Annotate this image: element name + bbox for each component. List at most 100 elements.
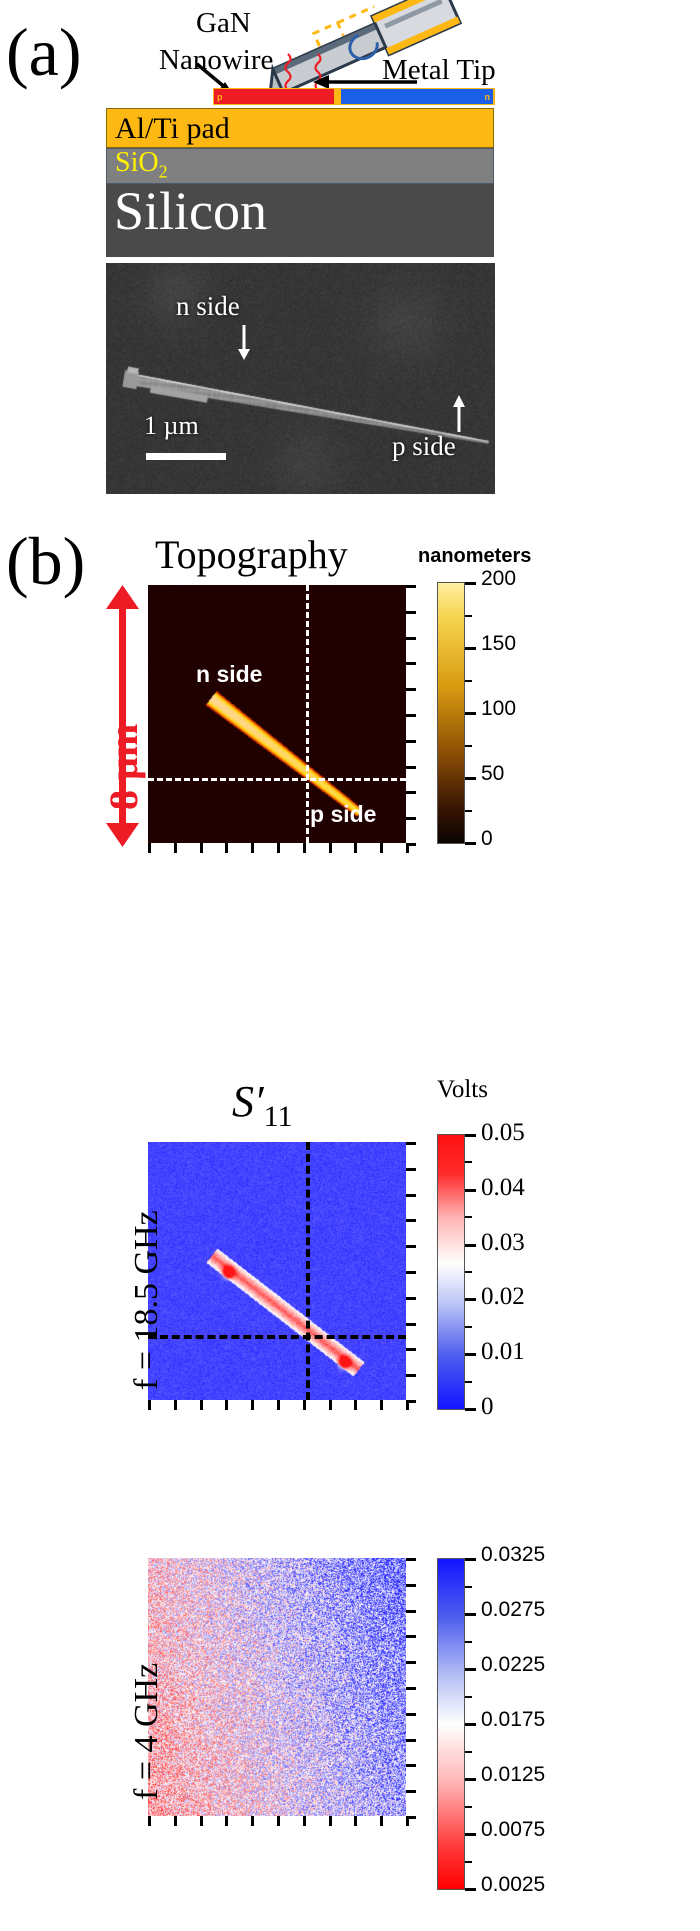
colorbar-minor-tick: [465, 809, 472, 812]
contact-spark-icon: [284, 53, 322, 91]
colorbar-minor-tick: [465, 614, 472, 617]
label-nanowire: Nanowire: [159, 44, 274, 76]
colorbar-tick: [465, 777, 476, 780]
sem-image: n side p side 1 µm: [106, 263, 495, 494]
topography-title: Topography: [155, 532, 348, 577]
nanowire-p-mark: p: [217, 92, 223, 102]
colorbar-tick: [465, 1778, 476, 1781]
colorbar-tick: [465, 1723, 476, 1726]
colorbar-tick-label: 0.03: [481, 1228, 525, 1256]
colorbar-tick-label: 0.0325: [481, 1543, 546, 1566]
colorbar-minor-tick: [465, 1750, 472, 1753]
s11-18ghz-ylabel: f = 18.5 GHz: [128, 1210, 165, 1390]
s11-title-subscript: 11: [263, 1099, 293, 1133]
colorbar-tick: [465, 1188, 476, 1192]
s11-18ghz-colorbar: [437, 1134, 465, 1410]
colorbar-tick-label: 150: [481, 632, 517, 655]
s11-4ghz-ylabel: f = 4 GHz: [128, 1662, 165, 1800]
colorbar-minor-tick: [465, 1640, 472, 1643]
colorbar-minor-tick: [465, 744, 472, 747]
colorbar-minor-tick: [465, 1271, 472, 1273]
metal-tip-arrow-icon: [313, 75, 417, 89]
colorbar-tick: [465, 1353, 476, 1357]
s11-18ghz-crosshair-horizontal: [148, 1335, 406, 1339]
topography-map: n side p side: [148, 585, 406, 843]
colorbar-tick-label: 0.0075: [481, 1818, 546, 1841]
colorbar-tick-label: 0: [481, 1393, 494, 1420]
colorbar-tick: [465, 1833, 476, 1836]
label-gan: GaN: [196, 7, 251, 39]
topography-n-side-label: n side: [196, 661, 263, 687]
layer-sio2-label: SiO2: [115, 147, 168, 183]
topography-colorbar-title: nanometers: [418, 545, 532, 567]
nanowire-n-mark: n: [484, 92, 491, 102]
colorbar-tick: [465, 1408, 476, 1411]
colorbar-tick: [465, 1298, 476, 1302]
colorbar-tick-label: 0.0025: [481, 1873, 546, 1896]
s11-title-prime: ′: [254, 1077, 264, 1126]
colorbar-tick-label: 0.05: [481, 1119, 525, 1146]
colorbar-tick-label: 200: [481, 567, 517, 590]
colorbar-minor-tick: [465, 1585, 472, 1588]
nanowire-bar: p n: [213, 88, 495, 105]
colorbar-minor-tick: [465, 1860, 472, 1863]
colorbar-tick-label: 0.04: [481, 1173, 525, 1201]
sem-p-side-arrow-icon: [453, 395, 465, 432]
topography-p-side-label: p side: [310, 801, 377, 827]
colorbar-tick-label: 0.0275: [481, 1598, 546, 1621]
layer-sio2-label-text: SiO: [115, 147, 159, 178]
layer-silicon: Silicon: [106, 181, 494, 257]
colorbar-tick-label: 100: [481, 697, 517, 720]
colorbar-minor-tick: [465, 1805, 472, 1808]
layer-sio2: SiO2: [106, 147, 494, 184]
s11-4ghz-colorbar: [437, 1558, 465, 1890]
colorbar-minor-tick: [465, 1695, 472, 1698]
colorbar-tick: [465, 1613, 476, 1616]
colorbar-minor-tick: [465, 1380, 472, 1383]
layer-al-ti-pad-label: Al/Ti pad: [115, 112, 230, 145]
scan-size-label: 8 µm: [101, 723, 146, 810]
topography-colorbar: [437, 582, 465, 844]
s11-18ghz-map: [148, 1142, 406, 1400]
colorbar-tick: [465, 1134, 476, 1137]
colorbar-minor-tick: [465, 679, 472, 682]
layer-al-ti-pad: Al/Ti pad: [106, 108, 494, 148]
s11-18ghz-crosshair-vertical: [306, 1142, 310, 1400]
colorbar-tick-label: 0.01: [481, 1338, 525, 1366]
layer-silicon-label: Silicon: [114, 181, 268, 241]
s11-4ghz-map: [148, 1558, 406, 1816]
s11-colorbar-title: Volts: [437, 1076, 488, 1103]
colorbar-minor-tick: [465, 1325, 472, 1328]
colorbar-tick: [465, 1668, 476, 1671]
colorbar-tick: [465, 647, 476, 650]
nanowire-p-region: p: [214, 89, 334, 104]
topography-crosshair-horizontal: [148, 778, 406, 781]
colorbar-tick: [465, 1243, 476, 1247]
topography-crosshair-vertical: [306, 585, 309, 843]
scan-size-arrow-shaft: [119, 596, 126, 840]
nanowire-n-region: n: [341, 89, 493, 104]
schematic-diagram: GaN Nanowire Metal Tip p: [0, 0, 700, 262]
colorbar-tick-label: 0.0125: [481, 1763, 546, 1786]
sem-n-side-label: n side: [176, 291, 240, 321]
colorbar-tick-label: 0.02: [481, 1283, 525, 1311]
scan-size-arrow-icon: [106, 585, 139, 847]
colorbar-tick: [465, 1888, 476, 1891]
colorbar-tick: [465, 582, 476, 585]
panel-letter-b: (b): [6, 523, 86, 599]
panel-letter-a: (a): [6, 14, 82, 90]
colorbar-tick: [465, 1558, 476, 1561]
colorbar-tick-label: 50: [481, 762, 505, 785]
colorbar-tick: [465, 842, 476, 845]
sem-scalebar-label: 1 µm: [144, 411, 199, 440]
colorbar-tick-label: 0.0225: [481, 1653, 546, 1676]
colorbar-minor-tick: [465, 1216, 472, 1219]
sem-p-side-label: p side: [392, 431, 456, 461]
colorbar-minor-tick: [465, 1161, 472, 1164]
sem-scalebar: [146, 453, 226, 460]
sem-n-side-arrow-icon: [238, 325, 250, 360]
s11-title: S′11: [232, 1076, 293, 1134]
s11-title-symbol: S: [232, 1077, 254, 1126]
colorbar-tick-label: 0: [481, 827, 493, 850]
layer-sio2-subscript: 2: [158, 161, 168, 182]
